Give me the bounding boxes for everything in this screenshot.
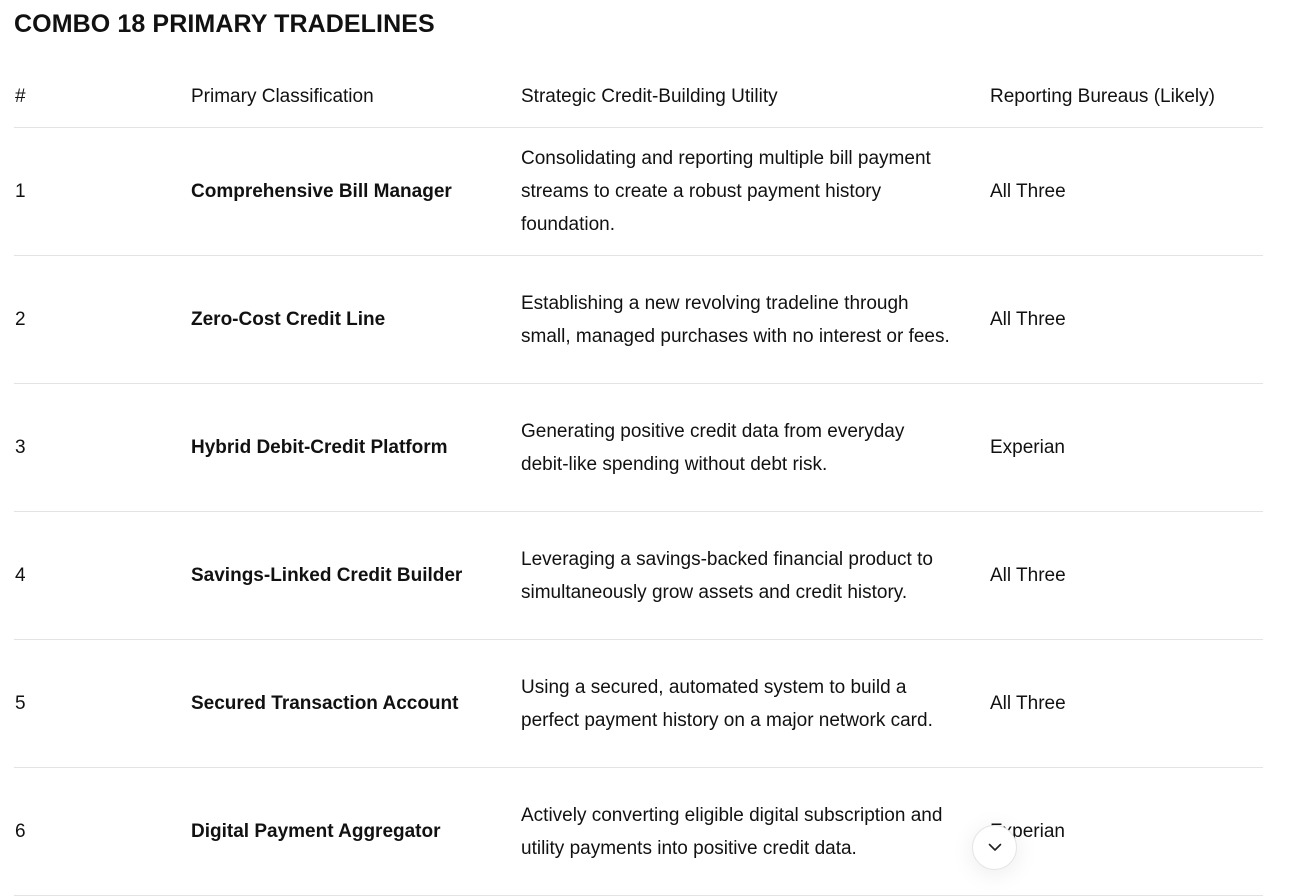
scroll-down-button[interactable] bbox=[972, 825, 1017, 870]
row-number: 3 bbox=[14, 383, 191, 512]
row-number: 6 bbox=[14, 767, 191, 896]
row-number: 4 bbox=[14, 511, 191, 640]
row-classification: Zero-Cost Credit Line bbox=[191, 255, 521, 384]
row-utility: Actively converting eligible digital sub… bbox=[521, 804, 943, 859]
row-bureaus: All Three bbox=[990, 511, 1263, 640]
row-bureaus: All Three bbox=[990, 639, 1263, 768]
row-utility: Leveraging a savings-backed financial pr… bbox=[521, 548, 933, 603]
row-classification: Hybrid Debit-Credit Platform bbox=[191, 383, 521, 512]
row-classification: Secured Transaction Account bbox=[191, 639, 521, 768]
table-row: 6 Digital Payment Aggregator Actively conv… bbox=[14, 767, 1263, 896]
tradelines-table: # Primary Classification Strategic Credi… bbox=[14, 67, 1263, 896]
row-utility: Consolidating and reporting multiple bil… bbox=[521, 148, 931, 235]
row-utility: Establishing a new revolving tradeline t… bbox=[521, 292, 950, 347]
table-row: 2 Zero-Cost Credit Line Establishing a new… bbox=[14, 255, 1263, 384]
row-classification: Digital Payment Aggregator bbox=[191, 767, 521, 896]
row-number: 1 bbox=[14, 127, 191, 256]
row-number: 5 bbox=[14, 639, 191, 768]
chevron-down-icon bbox=[988, 843, 1001, 851]
row-bureaus: All Three bbox=[990, 127, 1263, 256]
page-title: COMBO 18 PRIMARY TRADELINES bbox=[14, 10, 435, 38]
table-row: 4 Savings-Linked Credit Builder Leveraging… bbox=[14, 511, 1263, 640]
row-bureaus: Experian bbox=[990, 383, 1263, 512]
row-classification: Savings-Linked Credit Builder bbox=[191, 511, 521, 640]
row-utility: Using a secured, automated system to bui… bbox=[521, 676, 933, 731]
row-classification: Comprehensive Bill Manager bbox=[191, 127, 521, 256]
header-number: # bbox=[14, 67, 191, 128]
header-utility: Strategic Credit-Building Utility bbox=[521, 67, 990, 128]
row-bureaus: All Three bbox=[990, 255, 1263, 384]
table-row: 5 Secured Transaction Account Using a secu… bbox=[14, 639, 1263, 768]
row-utility: Generating positive credit data from eve… bbox=[521, 420, 905, 475]
table-header-row: # Primary Classification Strategic Credi… bbox=[14, 67, 1263, 128]
header-bureaus: Reporting Bureaus (Likely) bbox=[990, 67, 1263, 128]
row-bureaus: Experian bbox=[990, 767, 1263, 896]
header-classification: Primary Classification bbox=[191, 67, 521, 128]
row-number: 2 bbox=[14, 255, 191, 384]
table-row: 3 Hybrid Debit-Credit Platform Generating … bbox=[14, 383, 1263, 512]
table-row: 1 Comprehensive Bill Manager Consolidating… bbox=[14, 127, 1263, 256]
